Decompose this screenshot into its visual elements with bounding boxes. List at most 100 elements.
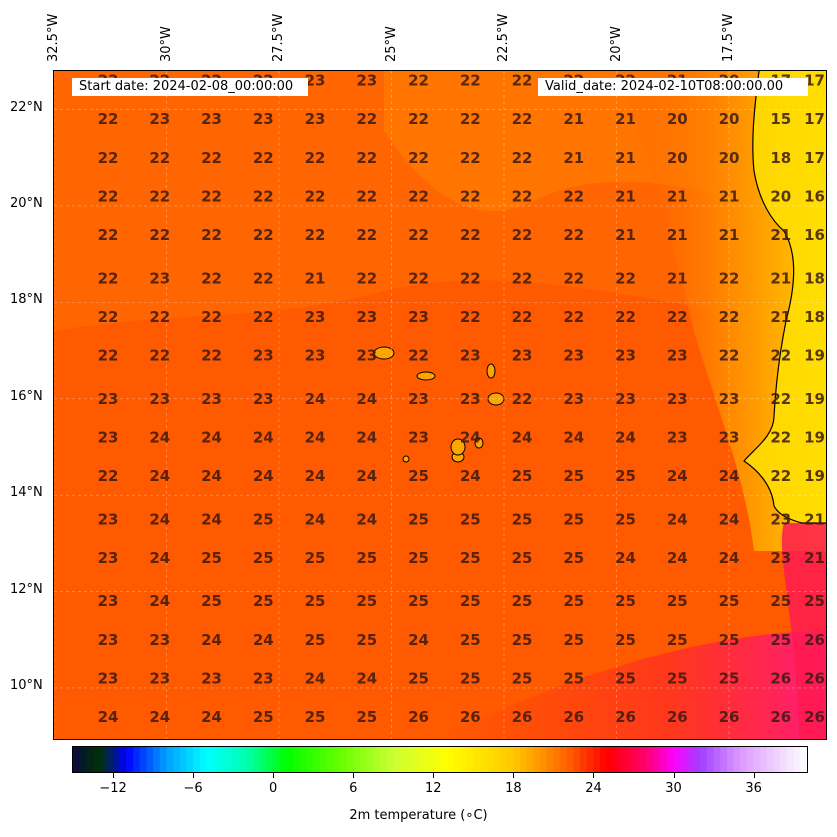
temperature-value: 20 (770, 187, 791, 205)
temperature-value: 25 (615, 510, 636, 528)
colorbar-tick (353, 773, 355, 778)
temperature-value: 22 (356, 149, 377, 167)
temperature-value: 25 (770, 631, 791, 649)
temperature-value: 22 (408, 269, 429, 287)
colorbar-bin (393, 747, 401, 772)
temperature-value: 23 (356, 72, 377, 90)
temperature-value: 23 (615, 346, 636, 364)
temperature-value: 22 (98, 269, 119, 287)
island-3 (486, 363, 496, 379)
colorbar-bin (593, 747, 601, 772)
temperature-value: 22 (615, 269, 636, 287)
temperature-value: 24 (305, 467, 326, 485)
colorbar-bin (800, 747, 807, 772)
temperature-value: 23 (563, 390, 584, 408)
temperature-value: 20 (719, 110, 740, 128)
colorbar-bin (79, 747, 87, 772)
temperature-value: 25 (615, 592, 636, 610)
colorbar-bin (73, 747, 81, 772)
temperature-value: 23 (149, 390, 170, 408)
temperature-value: 24 (615, 428, 636, 446)
colorbar-bin (453, 747, 461, 772)
temperature-value: 22 (460, 72, 481, 90)
temperature-value: 25 (667, 592, 688, 610)
colorbar-bin (466, 747, 474, 772)
temperature-value: 26 (615, 708, 636, 726)
colorbar-bin (433, 747, 441, 772)
colorbar-bin (480, 747, 488, 772)
temperature-value: 23 (201, 390, 222, 408)
temperature-value: 18 (804, 308, 825, 326)
colorbar-bin (319, 747, 328, 772)
temperature-value: 22 (512, 149, 533, 167)
temperature-value: 26 (804, 708, 825, 726)
colorbar-bin (493, 747, 501, 772)
temperature-value: 22 (201, 308, 222, 326)
temperature-value: 25 (563, 669, 584, 687)
temperature-value: 24 (149, 549, 170, 567)
temperature-value: 24 (356, 669, 377, 687)
temperature-value: 20 (667, 149, 688, 167)
colorbar-bin (693, 747, 701, 772)
temperature-value: 25 (305, 631, 326, 649)
temperature-value: 25 (512, 631, 533, 649)
temperature-value: 25 (460, 592, 481, 610)
temperature-value: 22 (563, 187, 584, 205)
temperature-map: 23 22 22 22 23 23 22 22 22 22 22 21 20 17 17 22 23 23 23 23… (54, 71, 826, 739)
colorbar-bin (486, 747, 494, 772)
colorbar-bin (146, 747, 154, 772)
temperature-value: 22 (770, 428, 791, 446)
colorbar-bin (606, 747, 614, 772)
temperature-value: 25 (512, 510, 533, 528)
temperature-value: 20 (719, 149, 740, 167)
colorbar-tick-label: 36 (745, 781, 762, 796)
temperature-value: 22 (408, 187, 429, 205)
colorbar-bin (259, 747, 268, 772)
temperature-value: 22 (408, 226, 429, 244)
colorbar-bin (773, 747, 781, 772)
temperature-value: 22 (98, 187, 119, 205)
latitude-label: 14°N (10, 485, 43, 501)
temperature-value: 22 (356, 187, 377, 205)
colorbar-tick-label: 18 (505, 781, 522, 796)
temperature-value: 22 (460, 226, 481, 244)
colorbar-bin (733, 747, 741, 772)
temperature-value: 24 (667, 549, 688, 567)
start-date-text: Start date: 2024-02-08_00:00:00 (79, 79, 294, 94)
temperature-value: 25 (201, 592, 222, 610)
temperature-value: 25 (512, 669, 533, 687)
colorbar-bin (413, 747, 421, 772)
colorbar-bin (533, 747, 541, 772)
colorbar-bin (473, 747, 481, 772)
colorbar-bin (726, 747, 735, 772)
temperature-value: 22 (98, 226, 119, 244)
temperature-value: 22 (719, 308, 740, 326)
temperature-value: 23 (201, 110, 222, 128)
temperature-value: 25 (305, 592, 326, 610)
temperature-value: 15 (770, 110, 791, 128)
temperature-value: 23 (408, 390, 429, 408)
temperature-value: 21 (719, 226, 740, 244)
temperature-value: 23 (98, 549, 119, 567)
temperature-value: 25 (460, 631, 481, 649)
temperature-value: 22 (149, 308, 170, 326)
colorbar-bin (99, 747, 107, 772)
colorbar-bin (293, 747, 301, 772)
temperature-value: 25 (563, 592, 584, 610)
temperature-value: 22 (356, 110, 377, 128)
colorbar-bin (306, 747, 314, 772)
temperature-value: 18 (770, 149, 791, 167)
temperature-value: 22 (563, 269, 584, 287)
colorbar-bin (673, 747, 681, 772)
colorbar-bin (660, 747, 668, 772)
temperature-value: 19 (804, 428, 825, 446)
island-8 (474, 437, 484, 449)
temperature-value: 23 (149, 631, 170, 649)
temperature-value: 26 (408, 708, 429, 726)
colorbar-tick (593, 773, 595, 778)
colorbar-bin (193, 747, 201, 772)
temperature-value: 22 (460, 269, 481, 287)
temperature-value: 25 (667, 631, 688, 649)
colorbar-bin (573, 747, 581, 772)
temperature-value: 21 (719, 187, 740, 205)
